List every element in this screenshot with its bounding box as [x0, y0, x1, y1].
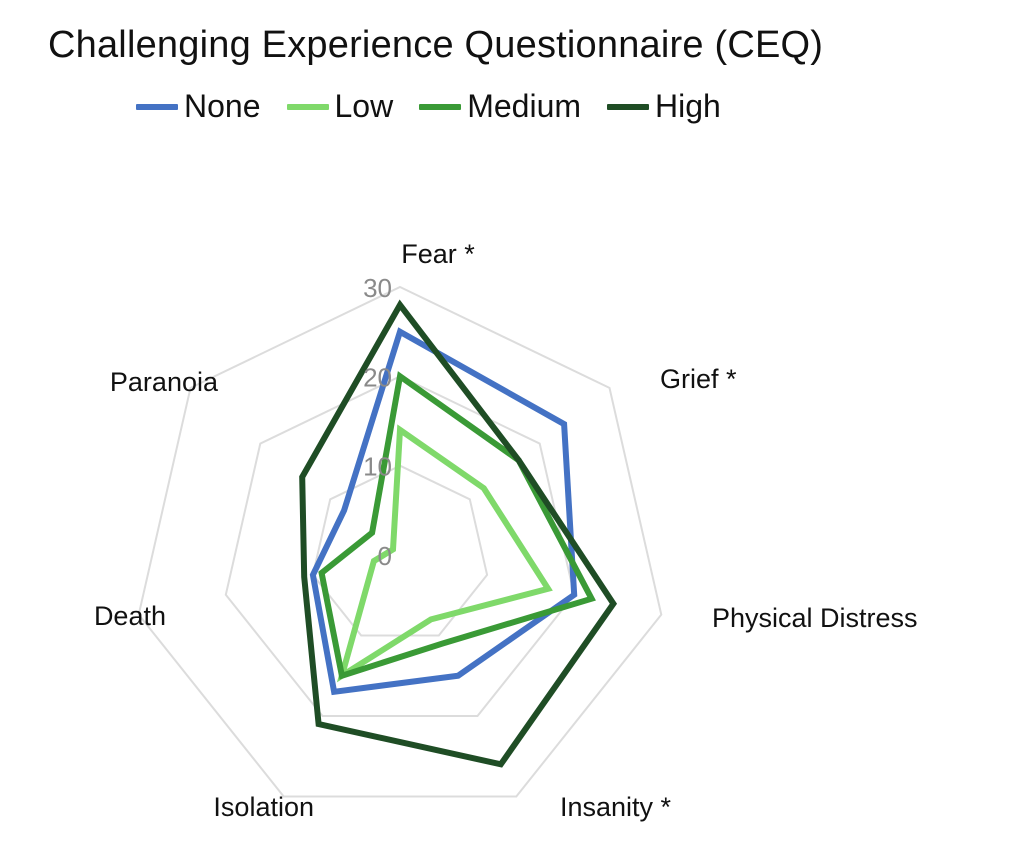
grid-ring-20 [224, 375, 576, 717]
series-line-none [309, 327, 578, 696]
legend-label-low: Low [334, 88, 394, 124]
tick-label-10: 10 [363, 452, 392, 482]
chart-legend: None Low Medium High [136, 88, 721, 125]
legend-item-high: High [607, 88, 721, 125]
axis-label-insanity: Insanity * [560, 792, 672, 822]
legend-item-none: None [136, 88, 261, 125]
axis-label-physical-distress: Physical Distress [712, 603, 918, 633]
legend-item-medium: Medium [419, 88, 581, 125]
grid-ring-30 [137, 285, 663, 798]
axis-label-fear: Fear * [401, 239, 475, 269]
legend-swatch-low [286, 103, 329, 110]
legend-swatch-high [607, 103, 650, 110]
chart-title: Challenging Experience Questionnaire (CE… [48, 24, 824, 66]
legend-label-none: None [184, 88, 261, 124]
series-line-medium [318, 371, 596, 680]
axis-label-isolation: Isolation [213, 792, 314, 822]
series-line-high [299, 299, 618, 768]
radar-tick-labels: 0 10 20 30 [363, 273, 392, 571]
legend-swatch-medium [419, 103, 462, 110]
legend-label-medium: Medium [467, 88, 582, 124]
radar-grid [137, 285, 663, 798]
series-line-low [336, 424, 553, 683]
legend-item-low: Low [286, 88, 394, 125]
axis-label-death: Death [94, 601, 166, 631]
radar-axis-labels: Fear * Grief * Physical Distress Insanity *… [94, 239, 918, 822]
tick-label-0: 0 [378, 541, 392, 571]
axis-label-paranoia: Paranoia [110, 367, 219, 397]
axis-label-grief: Grief * [660, 364, 737, 394]
legend-swatch-none [136, 103, 178, 110]
legend-label-high: High [655, 88, 721, 124]
radar-series [299, 299, 618, 768]
tick-label-20: 20 [363, 362, 392, 392]
tick-label-30: 30 [363, 273, 392, 303]
